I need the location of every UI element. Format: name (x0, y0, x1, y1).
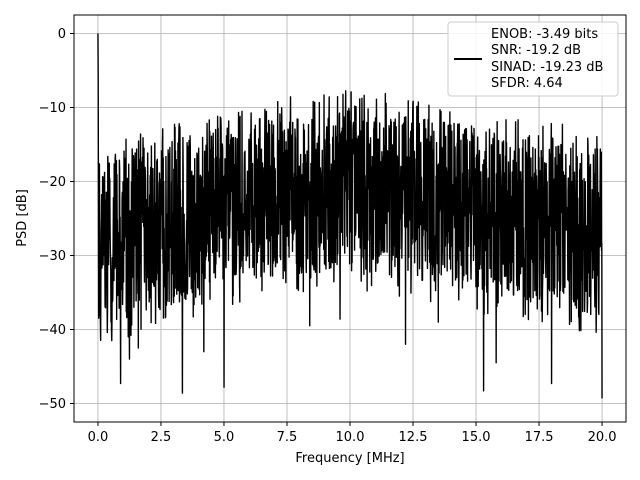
x-tick-label: 7.5 (277, 430, 298, 445)
x-tick-label: 10.0 (336, 430, 365, 445)
x-axis: 0.0 2.5 5.0 7.5 10.0 12.5 15.0 17.5 20.0 (88, 422, 617, 445)
y-axis-label: PSD [dB] (15, 189, 30, 247)
legend-entry-sfdr: SFDR: 4.64 (491, 76, 563, 91)
y-tick-label: −40 (39, 323, 66, 338)
y-tick-label: −30 (39, 249, 66, 264)
y-axis: 0 −10 −20 −30 −40 −50 (39, 27, 74, 412)
x-tick-label: 15.0 (462, 430, 491, 445)
x-tick-label: 12.5 (399, 430, 428, 445)
legend-entry-snr: SNR: -19.2 dB (491, 43, 581, 58)
legend-entry-enob: ENOB: -3.49 bits (491, 27, 598, 42)
psd-series-line (97, 33, 603, 399)
y-tick-label: −20 (39, 175, 66, 190)
x-tick-label: 17.5 (525, 430, 554, 445)
legend-box (447, 21, 619, 97)
legend: ENOB: -3.49 bits SNR: -19.2 dB SINAD: -1… (447, 21, 619, 97)
x-tick-label: 5.0 (214, 430, 235, 445)
y-tick-label: −50 (39, 397, 66, 412)
x-tick-label: 2.5 (151, 430, 172, 445)
x-tick-label: 20.0 (588, 430, 617, 445)
x-axis-label: Frequency [MHz] (295, 451, 404, 466)
y-tick-label: −10 (39, 101, 66, 116)
legend-entry-sinad: SINAD: -19.23 dB (491, 60, 603, 75)
x-tick-label: 0.0 (88, 430, 109, 445)
y-tick-label: 0 (58, 27, 66, 42)
